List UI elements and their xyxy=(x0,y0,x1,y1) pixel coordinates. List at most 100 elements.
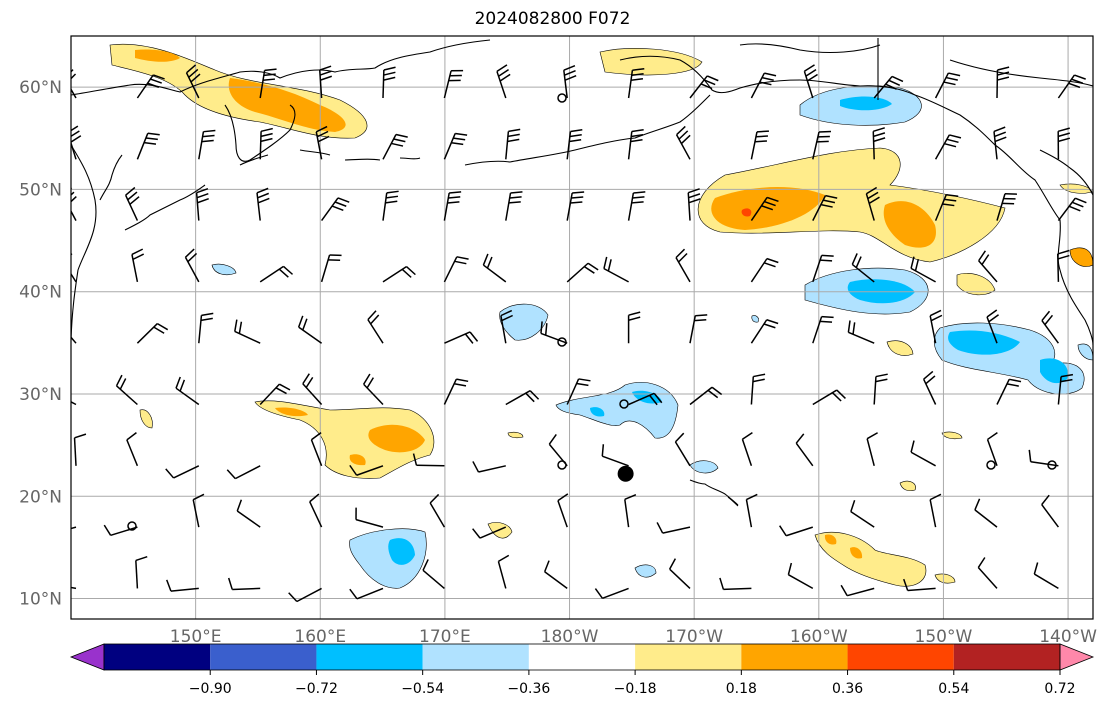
wind-barb xyxy=(566,129,583,160)
wind-barb xyxy=(472,461,506,473)
wind-barb xyxy=(557,493,569,528)
wind-barb xyxy=(71,401,77,406)
wind-barb xyxy=(71,125,82,160)
wind-barb xyxy=(719,577,752,591)
wind-barb xyxy=(320,254,342,283)
wind-barb xyxy=(628,392,663,406)
anomaly-positive-region xyxy=(254,400,435,479)
lat-tick-label: 50°N xyxy=(19,180,62,200)
anomaly-negative-region xyxy=(634,564,657,578)
wind-barb xyxy=(315,125,330,160)
coastline-bc xyxy=(1039,149,1093,196)
wind-barb xyxy=(505,128,521,160)
wind-barb xyxy=(787,562,814,590)
wind-barb xyxy=(363,373,384,406)
location-marker xyxy=(617,465,634,482)
coastline-sakhalin xyxy=(99,154,123,201)
wind-barb xyxy=(297,315,323,344)
wind-barb xyxy=(192,493,205,528)
anomaly-negative-core xyxy=(590,407,605,417)
wind-barb xyxy=(496,64,511,99)
wind-barb xyxy=(675,125,691,160)
coastline-kamchatka xyxy=(224,104,296,162)
wind-barb xyxy=(355,507,384,528)
wind-barb xyxy=(73,433,87,466)
wind-barb xyxy=(505,390,540,406)
colorbar-segment xyxy=(847,644,954,670)
wind-barb xyxy=(443,256,469,283)
wind-barb xyxy=(873,373,888,405)
wind-barb xyxy=(601,444,629,467)
colorbar-tick-label: −0.72 xyxy=(295,681,338,697)
wind-barb xyxy=(71,65,77,99)
wind-barb xyxy=(497,554,510,589)
wind-barb xyxy=(349,587,384,600)
wind-barb xyxy=(320,197,350,222)
wind-barb xyxy=(865,186,880,221)
wind-barb xyxy=(543,560,568,590)
anomaly-shading xyxy=(109,43,1093,589)
wind-barb xyxy=(1056,249,1070,282)
wind-barb xyxy=(974,498,998,528)
map-title: 2024082800 F072 xyxy=(474,9,631,29)
anomaly-negative-core xyxy=(948,330,1020,355)
wind-barb xyxy=(166,579,199,592)
wind-barb xyxy=(687,188,701,221)
wind-barb xyxy=(656,522,691,534)
colorbar-segment xyxy=(316,644,423,670)
anomaly-positive-core xyxy=(135,49,180,62)
wind-barb xyxy=(310,432,323,467)
wind-barb xyxy=(996,193,1018,221)
lat-tick-label: 40°N xyxy=(19,283,62,303)
wind-barb xyxy=(750,72,777,99)
lat-tick-label: 10°N xyxy=(19,590,62,610)
lon-tick-label: 180°W xyxy=(541,627,599,647)
wind-barb xyxy=(851,253,875,283)
wind-barb xyxy=(1028,449,1059,467)
colorbar-extend-high xyxy=(1059,643,1095,671)
anomaly-positive-region xyxy=(886,340,914,356)
wind-barb xyxy=(103,524,138,537)
colorbar-tick-label: −0.36 xyxy=(507,681,550,697)
anomaly-positive-region xyxy=(507,431,524,439)
wind-barb xyxy=(302,373,323,406)
colorbar-segment xyxy=(741,644,848,670)
anomaly-negative-region xyxy=(689,460,719,474)
wind-barb xyxy=(195,187,209,221)
wind-barb xyxy=(1057,74,1086,99)
wind-barb xyxy=(226,465,261,480)
colorbar-tick-label: 0.54 xyxy=(938,681,969,697)
lon-tick-label: 160°W xyxy=(790,627,848,647)
wind-barb xyxy=(259,265,294,283)
wind-barb xyxy=(910,440,936,467)
anomaly-negative-core xyxy=(840,96,892,111)
coastline-japan xyxy=(124,184,206,231)
wind-barb xyxy=(795,433,814,467)
wind-barb xyxy=(594,587,629,600)
wind-barb xyxy=(996,378,1022,405)
wind-barb xyxy=(444,331,479,344)
wind-barb xyxy=(259,383,291,406)
colorbar-segment xyxy=(528,644,636,670)
wind-barb xyxy=(689,75,719,99)
wind-barb xyxy=(910,256,936,283)
wind-barb xyxy=(627,191,646,221)
lat-tick-label: 30°N xyxy=(19,385,62,405)
wind-barb xyxy=(566,191,585,221)
wind-barb xyxy=(540,321,568,344)
wind-barb xyxy=(563,65,577,99)
anomaly-positive-region xyxy=(934,573,956,584)
wind-barb xyxy=(627,68,645,99)
wind-barb xyxy=(412,453,445,467)
wind-barb xyxy=(198,312,214,344)
wind-barb xyxy=(840,584,875,597)
anomaly-positive-core xyxy=(349,454,366,466)
wind-barb xyxy=(443,191,462,221)
colorbar: −0.90 −0.72 −0.54 −0.36 −0.18 0.18 0.36 0.54 0.7… xyxy=(69,643,1095,697)
wind-barb xyxy=(318,65,332,99)
coastline-hawaii xyxy=(689,479,739,507)
wind-barb xyxy=(256,187,270,221)
wind-barb xyxy=(422,559,445,589)
map-frame xyxy=(70,35,1094,620)
wind-barb xyxy=(934,134,962,160)
